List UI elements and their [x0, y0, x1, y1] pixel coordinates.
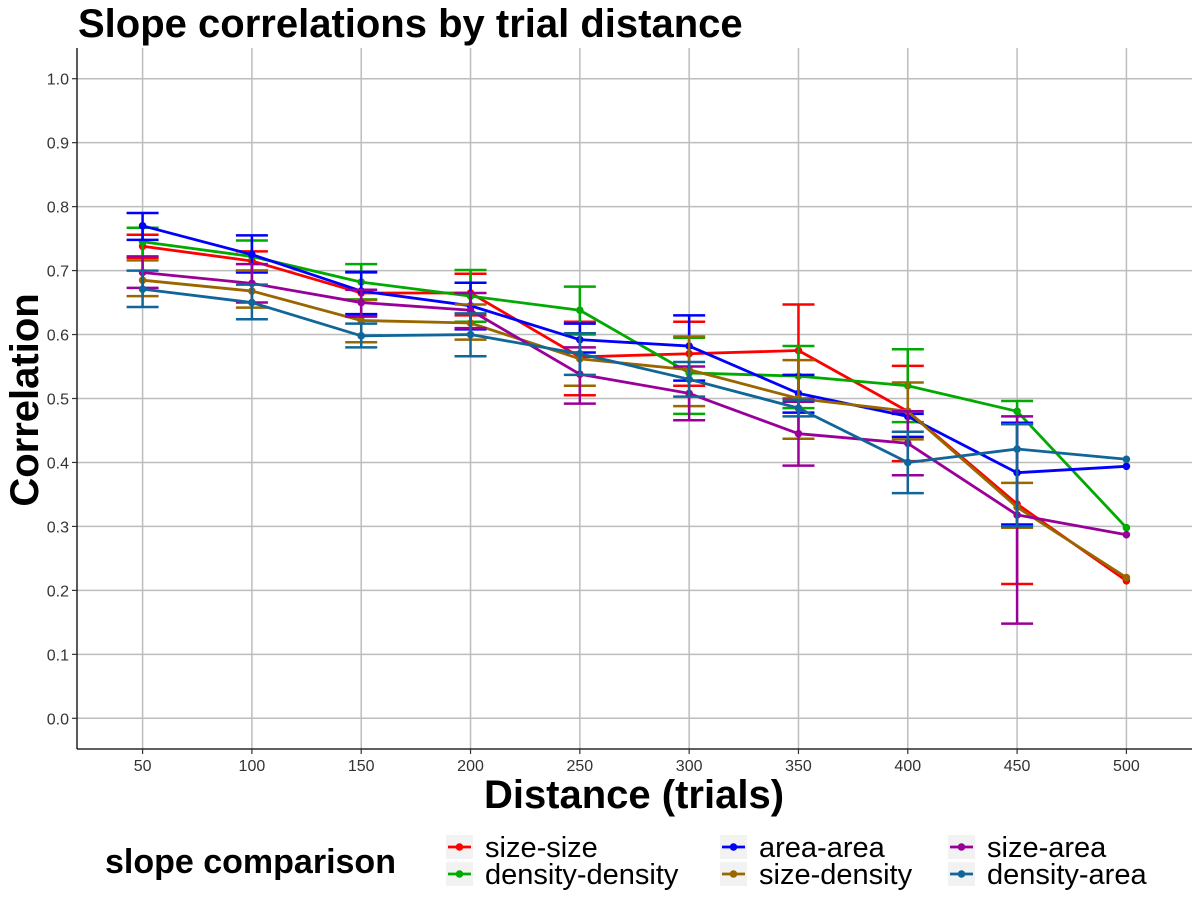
data-point — [1013, 445, 1021, 453]
x-tick-label: 200 — [457, 758, 484, 775]
legend-key-point — [729, 843, 738, 851]
data-point — [138, 285, 147, 293]
data-point — [576, 349, 584, 358]
legend-key-point — [957, 870, 966, 878]
legend-item-area-area: area-area — [720, 832, 886, 864]
data-point — [1122, 530, 1131, 539]
data-point — [248, 298, 256, 307]
data-point — [357, 298, 366, 307]
legend-item-size-density: size-density — [720, 859, 913, 891]
data-point — [794, 429, 803, 438]
data-point — [685, 375, 693, 384]
y-tick-label: 0.1 — [47, 647, 69, 664]
y-tick-label: 0.2 — [47, 583, 69, 600]
data-point — [248, 250, 256, 259]
legend-label: density-density — [485, 859, 679, 891]
data-point — [357, 332, 366, 340]
legend-label: size-density — [759, 859, 913, 891]
grid — [77, 48, 1192, 749]
legend-label: density-area — [987, 859, 1147, 891]
legend-item-density-density: density-density — [446, 859, 679, 891]
chart-title: Slope correlations by trial distance — [78, 2, 743, 46]
data-point — [1122, 523, 1131, 532]
x-tick-label: 100 — [239, 758, 266, 775]
data-point — [466, 330, 475, 339]
y-tick-label: 0.0 — [47, 711, 69, 728]
x-tick-label: 450 — [1004, 758, 1031, 775]
x-tick-label: 500 — [1113, 758, 1140, 775]
legend-item-size-size: size-size — [446, 832, 598, 864]
y-tick-label: 0.4 — [47, 455, 69, 472]
y-tick-label: 1.0 — [47, 72, 69, 89]
series-line — [142, 244, 1128, 582]
legend-label: size-area — [987, 832, 1107, 864]
data-point — [576, 306, 584, 315]
x-tick-label: 300 — [676, 758, 703, 775]
legend: slope comparison size-sizedensity-densit… — [105, 832, 1147, 891]
series-density-area — [126, 269, 1131, 528]
x-tick-label: 150 — [348, 758, 375, 775]
series — [126, 211, 1131, 625]
series-line — [142, 271, 1127, 537]
x-axis-title: Distance (trials) — [484, 773, 784, 817]
x-tick-label: 400 — [894, 758, 921, 775]
legend-key-point — [455, 843, 464, 851]
y-axis-title: Correlation — [3, 293, 47, 506]
axes — [72, 48, 1192, 754]
data-point — [1122, 455, 1131, 464]
y-tick-label: 0.5 — [47, 392, 69, 409]
y-tick-label: 0.9 — [47, 136, 69, 153]
y-tick-label: 0.6 — [47, 328, 69, 345]
legend-label: size-size — [485, 832, 598, 864]
data-point — [357, 316, 366, 325]
legend-item-density-area: density-area — [948, 859, 1147, 891]
legend-title: slope comparison — [105, 843, 396, 881]
series-line — [142, 224, 1127, 475]
series-area-area — [126, 211, 1131, 526]
y-tick-label: 0.3 — [47, 519, 69, 536]
x-tick-label: 350 — [785, 758, 812, 775]
y-tick-label: 0.7 — [47, 264, 69, 281]
y-tick-labels: 0.0 0.1 0.2 0.3 0.4 0.5 0.6 0.7 0.8 0.9 1.0 — [47, 72, 69, 729]
series-size-density — [126, 259, 1131, 582]
y-tick-label: 0.8 — [47, 200, 69, 217]
series-line — [142, 287, 1127, 464]
legend-key-point — [729, 870, 738, 878]
data-point — [1013, 407, 1021, 416]
x-tick-label: 250 — [566, 758, 593, 775]
x-tick-labels: 50 100 150 200 250 300 350 400 450 500 — [134, 758, 1140, 775]
series-density-density — [126, 226, 1131, 532]
data-point — [1122, 462, 1131, 471]
legend-label: area-area — [759, 832, 886, 864]
legend-item-size-area: size-area — [948, 832, 1107, 864]
series-line — [142, 278, 1128, 579]
data-point — [466, 306, 475, 315]
x-tick-label: 50 — [134, 758, 152, 775]
data-point — [794, 404, 803, 412]
legend-key-point — [957, 843, 966, 851]
data-point — [138, 222, 147, 230]
legend-key-point — [455, 870, 464, 878]
data-point — [1122, 573, 1131, 582]
data-point — [903, 458, 912, 467]
